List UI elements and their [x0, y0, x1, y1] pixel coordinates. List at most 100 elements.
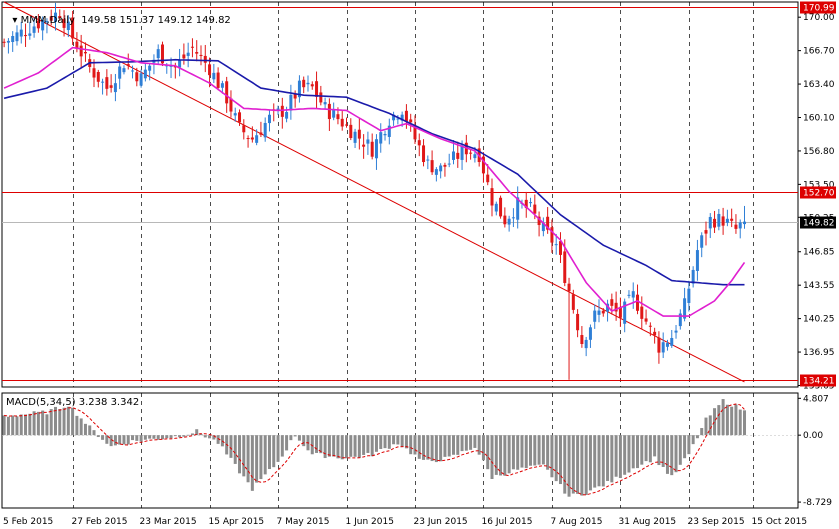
macd-bar — [135, 435, 139, 441]
candle-body — [109, 85, 113, 88]
macd-bar — [644, 435, 648, 462]
y-tick-label: 170.00 — [803, 13, 835, 23]
symbol-label: MMM,Daily — [20, 15, 75, 26]
candle-body — [195, 52, 199, 54]
macd-bar — [700, 428, 704, 436]
candle-body — [349, 124, 353, 139]
candle-body — [19, 29, 23, 37]
candle-body — [648, 325, 652, 327]
candle-body — [563, 251, 567, 283]
candle-body — [653, 331, 657, 336]
x-tick-label: 7 May 2015 — [277, 517, 330, 527]
candle-body — [743, 221, 747, 225]
macd-bar — [2, 415, 6, 436]
candle-body — [233, 113, 237, 116]
macd-bar — [636, 435, 640, 469]
current-price-tag — [800, 216, 836, 229]
macd-bar — [242, 435, 246, 477]
macd-bar — [657, 435, 661, 466]
macd-bar — [606, 435, 610, 481]
candle-body — [345, 124, 349, 126]
candle-body — [623, 301, 627, 324]
macd-bar — [101, 435, 105, 440]
macd-bar — [165, 435, 169, 439]
candle-body — [426, 159, 430, 161]
candle-body — [644, 318, 648, 322]
candle-body — [302, 79, 306, 88]
candle-body — [451, 151, 455, 160]
macd-bar — [524, 435, 528, 469]
candle-body — [306, 82, 310, 85]
macd-bar — [366, 435, 370, 453]
macd-bar — [160, 435, 164, 440]
candle-body — [700, 235, 704, 248]
macd-bar — [122, 435, 126, 445]
macd-bar — [400, 435, 404, 448]
candle-body — [717, 213, 721, 227]
macd-bar — [327, 435, 331, 457]
macd-bar — [593, 435, 597, 488]
candle-body — [631, 291, 635, 298]
x-tick-label: 15 Apr 2015 — [209, 517, 265, 527]
candle-body — [606, 303, 610, 312]
level-tag — [800, 186, 836, 199]
macd-bar — [340, 435, 344, 460]
candle-body — [430, 160, 434, 173]
candle-body — [11, 36, 15, 42]
macd-bar — [464, 435, 468, 451]
macd-bar — [156, 435, 160, 440]
macd-bar — [503, 435, 507, 476]
macd-bar — [537, 435, 541, 465]
y-tick-label: 143.55 — [803, 281, 835, 291]
macd-bar — [597, 435, 601, 487]
candle-body — [199, 54, 203, 56]
downtrend-line — [3, 1, 745, 383]
candle-body — [434, 169, 438, 175]
macd-bar — [499, 435, 503, 476]
candle-body — [443, 164, 447, 167]
candle-body — [332, 110, 336, 118]
macd-bar — [66, 406, 70, 436]
macd-bar — [648, 435, 652, 463]
candle-body — [409, 119, 413, 123]
macd-bar — [451, 435, 455, 455]
candle-body — [2, 41, 6, 43]
menu-triangle-icon[interactable]: ▾ — [12, 15, 21, 26]
candle-body — [558, 241, 562, 255]
candle-body — [190, 46, 194, 48]
candle-body — [678, 313, 682, 327]
main-panel-frame — [1, 1, 799, 388]
macd-bar — [576, 435, 580, 494]
candle-body — [259, 132, 263, 135]
candle-body — [691, 269, 695, 284]
macd-bar — [332, 435, 336, 457]
candle-body — [24, 35, 28, 37]
candle-body — [293, 93, 297, 99]
macd-bar — [49, 409, 53, 436]
macd-bar — [28, 413, 32, 436]
macd-bar — [730, 406, 734, 436]
candle-body — [156, 49, 160, 59]
candle-body — [75, 41, 79, 49]
candle-body — [507, 218, 511, 225]
candle-body — [101, 81, 105, 83]
macd-bar — [173, 435, 177, 437]
candle-body — [250, 137, 254, 140]
macd-bar — [182, 435, 186, 437]
macd-bar — [83, 423, 87, 436]
candle-body — [340, 118, 344, 127]
macd-bar — [409, 435, 413, 455]
macd-bar — [71, 407, 75, 436]
macd-bar — [631, 435, 635, 469]
candle-body — [533, 204, 537, 214]
candle-body — [374, 139, 378, 159]
macd-bar — [109, 435, 113, 447]
macd-bar — [725, 404, 729, 436]
macd-bar — [614, 435, 618, 477]
level-tag-label: 134.21 — [803, 377, 835, 387]
candle-body — [49, 16, 53, 21]
macd-bar — [272, 435, 276, 468]
candle-body — [83, 51, 87, 54]
macd-bar — [15, 416, 19, 436]
macd-bar — [139, 435, 143, 442]
